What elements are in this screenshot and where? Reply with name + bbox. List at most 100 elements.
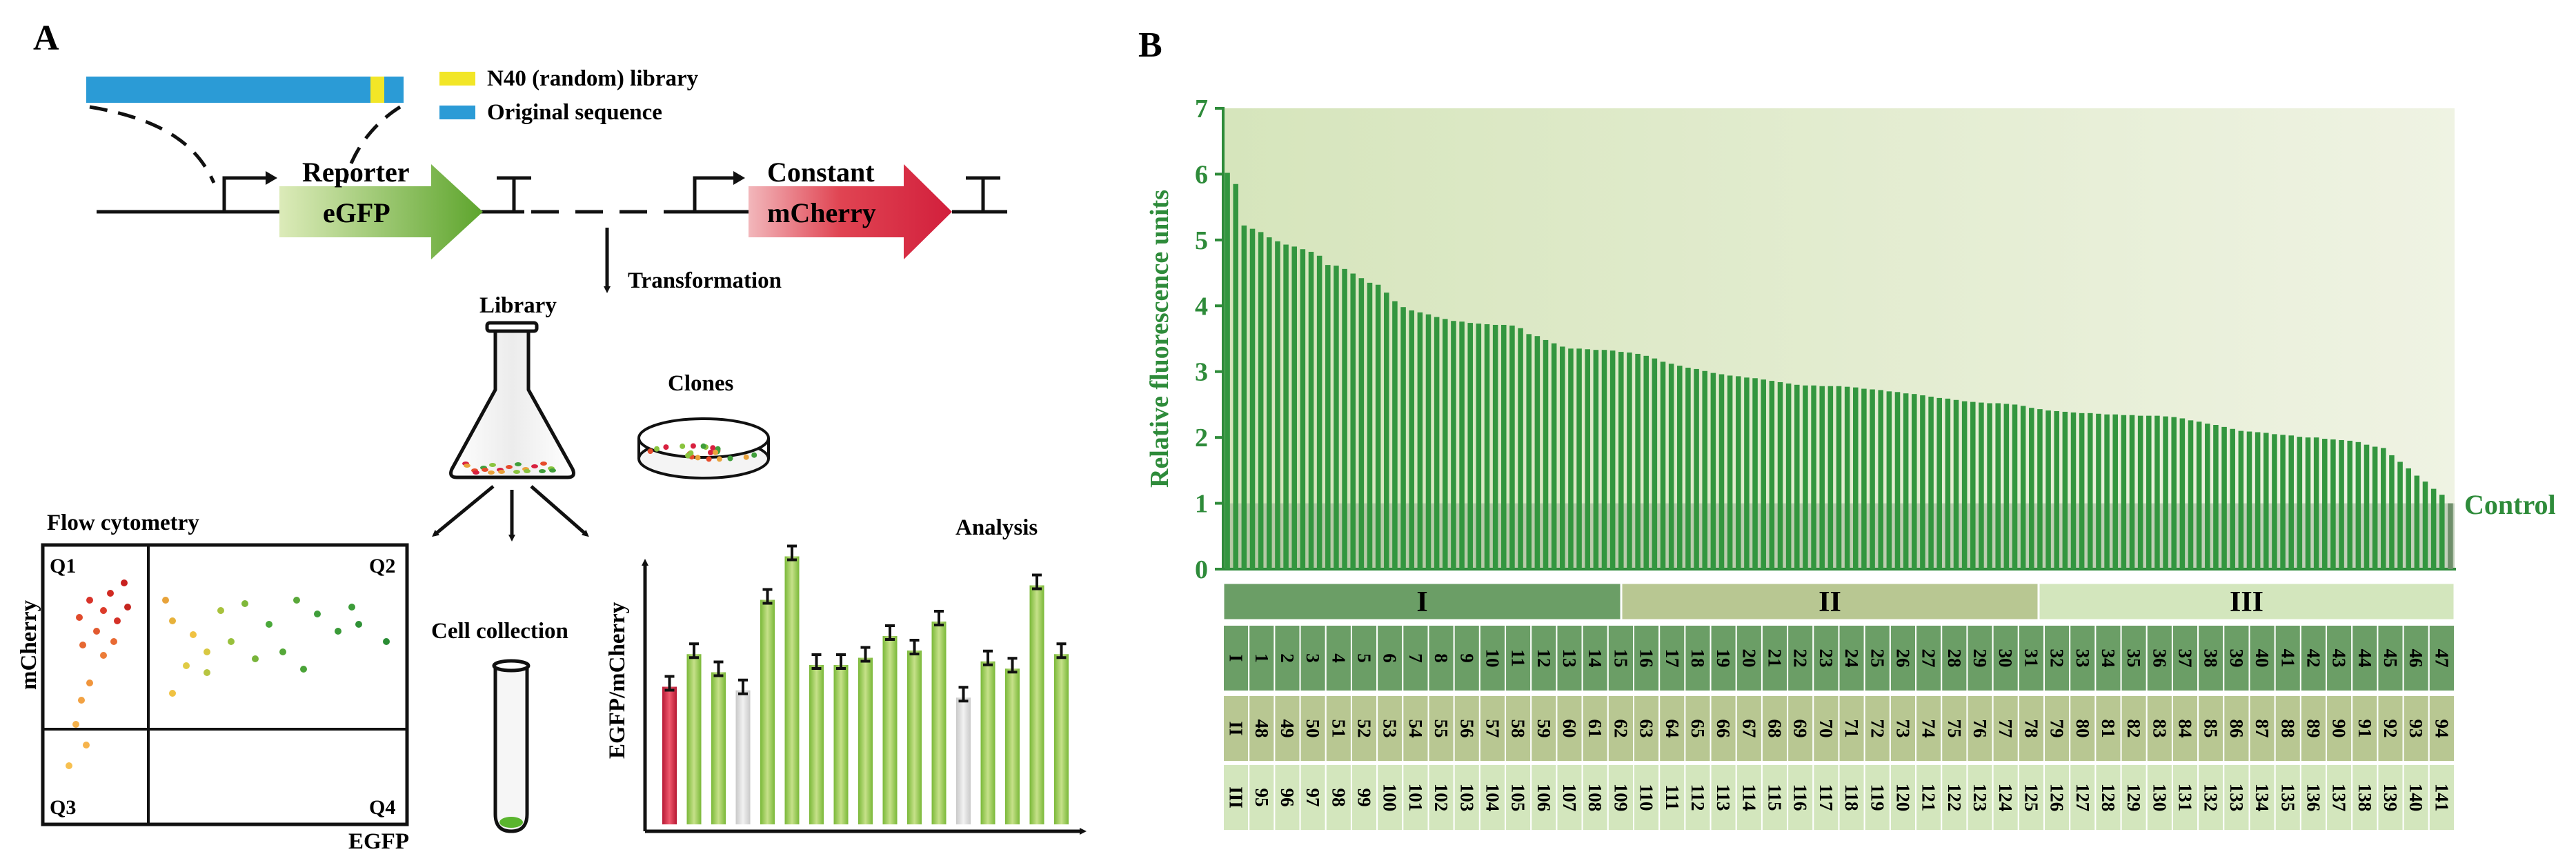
legend-library-label: N40 (random) library <box>487 66 699 91</box>
bar <box>1367 282 1373 569</box>
bar <box>1635 353 1641 569</box>
table-cell <box>2146 695 2173 762</box>
table-cell-id: 85 <box>2201 720 2221 738</box>
table-cell-id: 91 <box>2355 720 2375 738</box>
table-cell <box>2351 764 2379 831</box>
bar <box>1803 385 1808 569</box>
group-segment <box>2037 582 2456 622</box>
library-label: Library <box>479 293 557 318</box>
flow-event-dot <box>76 614 83 621</box>
table-cell-id: 15 <box>1610 649 1631 668</box>
bar <box>2305 437 2311 569</box>
table-cell <box>1787 764 1814 831</box>
table-cell-id: 17 <box>1662 649 1683 668</box>
table-cell <box>2299 624 2328 692</box>
bars <box>1225 172 2453 569</box>
flow-event-dot <box>314 611 321 617</box>
table-cell <box>1992 624 2019 692</box>
panel-a-label: A <box>33 19 59 58</box>
table-cell <box>1248 624 1276 692</box>
analysis-bar <box>931 622 947 824</box>
cell-dot <box>539 469 546 473</box>
table-cell-id: 110 <box>1636 784 1657 811</box>
table-cell-id: 129 <box>2123 784 2144 812</box>
table-cell <box>1633 695 1661 762</box>
bar <box>2188 420 2194 569</box>
promoter-2-icon <box>693 176 737 212</box>
table-cell <box>1222 624 1250 692</box>
flow-events <box>66 579 390 769</box>
bar <box>1451 321 1456 569</box>
bar <box>1443 319 1448 569</box>
table-cell <box>1863 764 1891 831</box>
bar <box>2364 444 2370 569</box>
table-cell <box>1941 695 1968 762</box>
analysis-bar <box>711 672 726 824</box>
bar <box>1928 396 1934 569</box>
flow-plot-frame <box>41 543 409 826</box>
bar <box>1945 398 1951 569</box>
table-cell-id: 69 <box>1790 720 1811 738</box>
table-cell-id: 75 <box>1944 720 1965 738</box>
colony-dot <box>716 456 722 462</box>
table-cell-id: 130 <box>2149 784 2170 812</box>
clones-label: Clones <box>668 371 734 396</box>
table-cell <box>1248 695 1276 762</box>
table-cell <box>1427 764 1455 831</box>
table-cell-id: 134 <box>2252 784 2272 812</box>
table-cell-id: 12 <box>1534 649 1554 668</box>
bar <box>1476 324 1482 569</box>
table-cell <box>2377 624 2404 692</box>
bar <box>1886 391 1892 569</box>
table-cell <box>2197 695 2225 762</box>
cell-dot <box>482 468 488 472</box>
table-cell <box>1710 764 1737 831</box>
table-cell-id: 13 <box>1559 649 1580 668</box>
cell-dot <box>506 465 513 469</box>
flow-title: Flow cytometry <box>47 510 199 535</box>
table-cell <box>1966 624 1994 692</box>
table-cell <box>2171 764 2199 831</box>
legend-library-swatch <box>439 72 475 86</box>
bar <box>1710 373 1716 569</box>
cell-dot <box>473 470 479 475</box>
group-segment <box>1222 582 1623 622</box>
bar <box>2406 468 2411 569</box>
table-cell <box>2428 624 2456 692</box>
bar <box>1501 324 1507 569</box>
table-cell-id: 102 <box>1431 784 1452 812</box>
flow-xlabel: EGFP <box>348 829 409 854</box>
bar <box>1560 346 1565 569</box>
table-cell-id: 103 <box>1456 784 1477 812</box>
bar <box>2121 415 2127 569</box>
table-cell-id: 132 <box>2201 784 2221 812</box>
bar <box>1819 386 1825 569</box>
analysis-bar <box>686 654 702 824</box>
bar <box>1467 323 1473 569</box>
bar <box>2079 413 2085 569</box>
bar <box>1660 361 1666 569</box>
panel-a: A N40 (random) library Original sequence… <box>17 19 1087 854</box>
table-cell <box>2120 764 2148 831</box>
table-cell-id: 72 <box>1867 720 1888 738</box>
bar <box>1702 370 1707 569</box>
table-cell <box>1376 764 1404 831</box>
analysis-bar <box>980 661 995 824</box>
error-bar <box>860 646 871 663</box>
error-bar <box>934 610 944 626</box>
bar <box>2238 430 2244 569</box>
legend-original-swatch <box>439 106 475 119</box>
table-cell <box>1633 764 1661 831</box>
table-cell <box>2402 624 2430 692</box>
table-cell <box>2069 695 2097 762</box>
bar <box>2012 404 2018 569</box>
bar <box>2104 414 2110 569</box>
bar <box>1509 325 1515 569</box>
flow-event-dot <box>266 621 273 628</box>
table-cell-id: 24 <box>1841 649 1862 668</box>
table-cell <box>1222 695 1250 762</box>
group-label: II <box>1819 586 1841 618</box>
bar <box>2088 413 2093 569</box>
analysis-bar <box>1029 585 1044 824</box>
bar <box>2213 425 2219 569</box>
